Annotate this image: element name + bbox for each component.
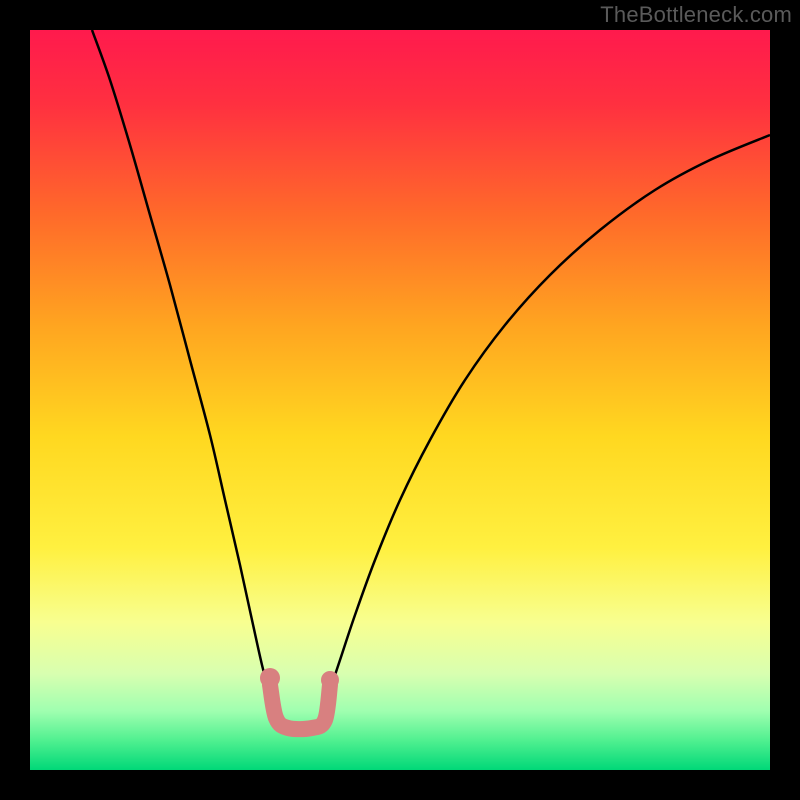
bottleneck-chart [30, 30, 770, 770]
valley-dot-0 [260, 668, 280, 688]
watermark-text: TheBottleneck.com [600, 2, 792, 28]
valley-dot-1 [321, 671, 339, 689]
chart-svg [30, 30, 770, 770]
chart-background [30, 30, 770, 770]
